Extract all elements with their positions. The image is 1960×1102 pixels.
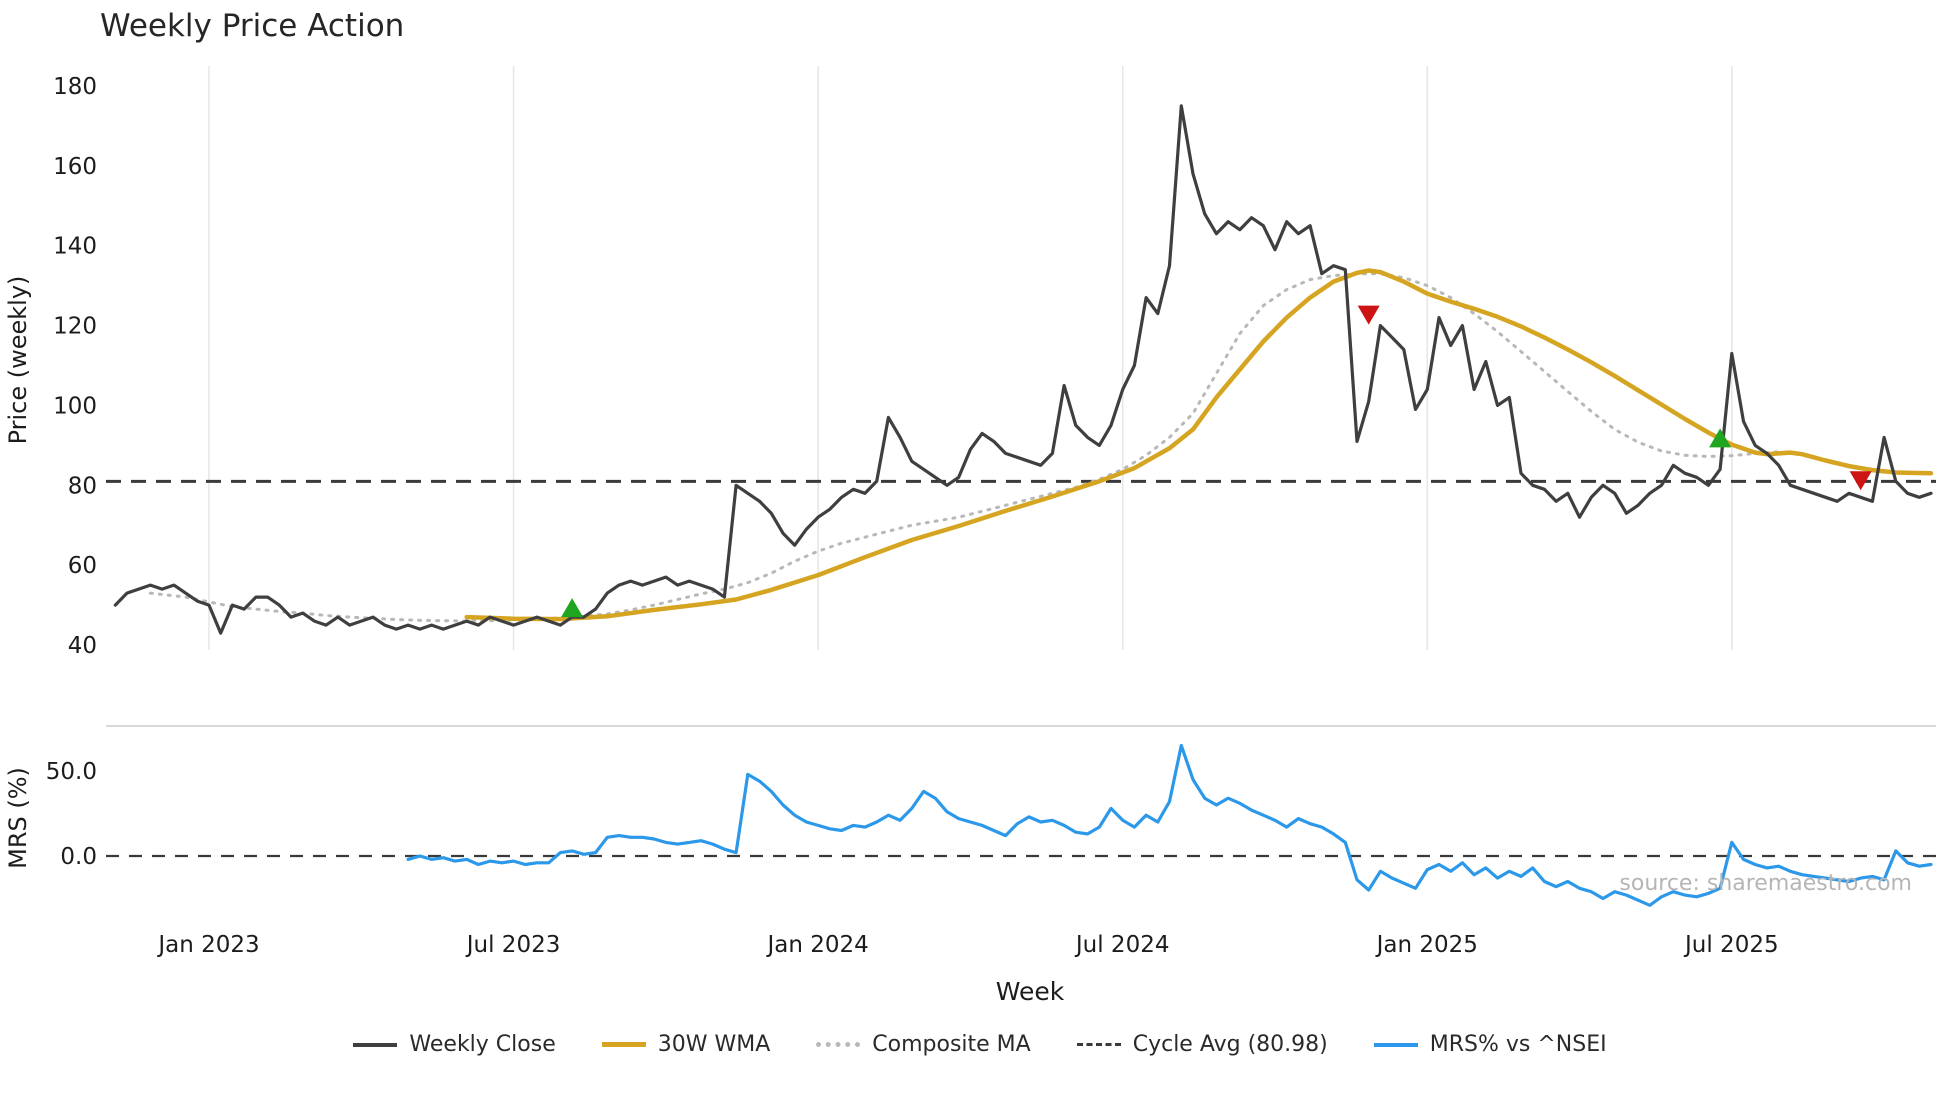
- mrs-tick-label-1: 50.0: [46, 759, 97, 785]
- legend-item-30w-wma: 30W WMA: [601, 1032, 771, 1057]
- source-watermark: source: sharemaestro.com: [1619, 871, 1912, 896]
- price-tick-label-2: 80: [68, 473, 97, 499]
- series-mrs-vs-nsei-line: [406, 743, 1933, 907]
- chart-title: Weekly Price Action: [100, 8, 405, 44]
- legend-item-mrs-vs-nsei: MRS% vs ^NSEI: [1373, 1032, 1607, 1057]
- x-tick-label-1: Jul 2023: [465, 932, 561, 958]
- legend-swatch-icon: [1076, 1043, 1121, 1046]
- mrs-tick-label-0: 0.0: [60, 844, 97, 870]
- legend-label: MRS% vs ^NSEI: [1429, 1032, 1607, 1057]
- x-tick-label-5: Jul 2025: [1683, 932, 1779, 958]
- legend-item-composite-ma: Composite MA: [816, 1032, 1031, 1057]
- price-tick-label-1: 60: [68, 553, 97, 579]
- x-axis-label: Week: [996, 977, 1065, 1006]
- price-tick-label-4: 120: [53, 314, 97, 340]
- legend-item-cycle-avg-80-98-: Cycle Avg (80.98): [1076, 1032, 1328, 1057]
- legend-item-weekly-close: Weekly Close: [353, 1032, 556, 1057]
- legend-label: Composite MA: [872, 1032, 1031, 1057]
- price-axis-label: Price (weekly): [4, 276, 32, 445]
- price-tick-label-0: 40: [68, 633, 97, 659]
- chart-legend: Weekly Close 30W WMA Composite MA Cycle Avg…: [0, 1032, 1960, 1057]
- legend-swatch-icon: [601, 1042, 646, 1047]
- buy-signal-marker-2: [1709, 428, 1732, 448]
- series-30w-wma-line: [464, 268, 1934, 622]
- series-weekly-close-line: [113, 104, 1933, 635]
- sell-signal-marker-1: [1357, 305, 1380, 325]
- legend-swatch-icon: [1373, 1042, 1418, 1047]
- legend-label: Weekly Close: [409, 1032, 556, 1057]
- x-tick-label-3: Jul 2024: [1074, 932, 1170, 958]
- price-tick-label-7: 180: [53, 74, 97, 100]
- sell-signal-marker-3: [1849, 471, 1872, 491]
- mrs-axis-label: MRS (%): [4, 767, 32, 869]
- price-tick-label-3: 100: [53, 393, 97, 419]
- legend-label: Cycle Avg (80.98): [1132, 1032, 1328, 1057]
- series-composite-ma-line: [148, 272, 1933, 623]
- buy-signal-marker-0: [561, 598, 584, 618]
- price-tick-label-5: 140: [53, 234, 97, 260]
- legend-swatch-icon: [816, 1042, 861, 1047]
- price-tick-label-6: 160: [53, 154, 97, 180]
- x-tick-label-2: Jan 2024: [765, 932, 868, 958]
- legend-label: 30W WMA: [657, 1032, 771, 1057]
- legend-swatch-icon: [353, 1042, 398, 1047]
- x-tick-label-4: Jan 2025: [1375, 932, 1478, 958]
- x-tick-label-0: Jan 2023: [156, 932, 259, 958]
